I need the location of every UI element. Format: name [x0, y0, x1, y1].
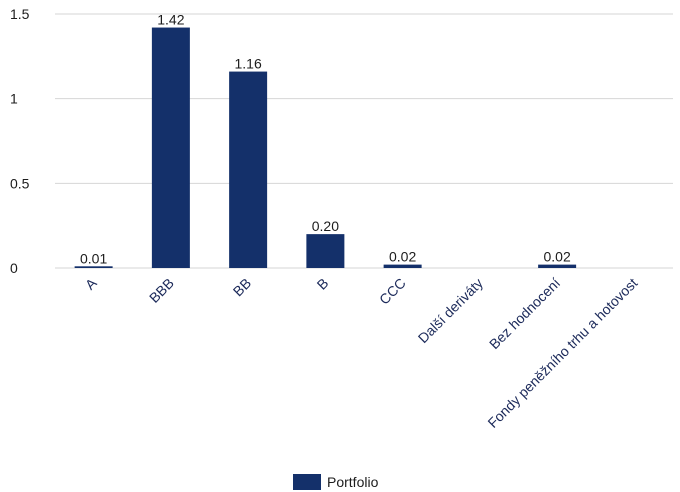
y-tick-label: 0.5 — [10, 175, 30, 191]
bars — [74, 27, 577, 269]
x-tick-label: Bez hodnocení — [486, 275, 563, 352]
legend-swatch-portfolio — [293, 474, 321, 490]
y-tick-label: 0 — [10, 260, 18, 276]
data-label: 0.20 — [312, 218, 339, 234]
data-labels: 0.01 1.42 1.16 0.20 0.02 0.02 — [80, 12, 571, 267]
bar — [151, 27, 190, 269]
x-tick-label: BB — [230, 275, 255, 300]
data-label: 1.42 — [157, 12, 184, 28]
data-label: 1.16 — [235, 56, 262, 72]
bar — [383, 264, 422, 268]
gridlines — [55, 13, 673, 269]
y-tick-label: 1 — [10, 91, 18, 107]
legend: Portfolio — [293, 472, 378, 492]
bar — [229, 71, 268, 268]
y-tick-label: 1.5 — [10, 6, 30, 22]
bar — [538, 264, 577, 268]
legend-label-portfolio: Portfolio — [327, 474, 379, 490]
bar — [74, 266, 113, 268]
x-tick-label: BBB — [146, 275, 177, 306]
x-tick-label: Fondy peněžního trhu a hotovost — [484, 275, 640, 431]
data-label: 0.02 — [544, 249, 571, 265]
bar — [306, 234, 345, 268]
data-label: 0.01 — [80, 250, 107, 266]
x-axis-labels: A BBB BB B CCC Další deriváty Bez hodnoceníFon… — [82, 274, 641, 431]
x-tick-label: Další deriváty — [415, 275, 486, 346]
data-label: 0.02 — [389, 249, 416, 265]
x-tick-label: CCC — [376, 275, 409, 308]
y-axis-ticks: 0 0.5 1 1.5 — [10, 6, 30, 276]
x-tick-label: B — [314, 275, 332, 293]
x-tick-label: A — [82, 274, 100, 292]
